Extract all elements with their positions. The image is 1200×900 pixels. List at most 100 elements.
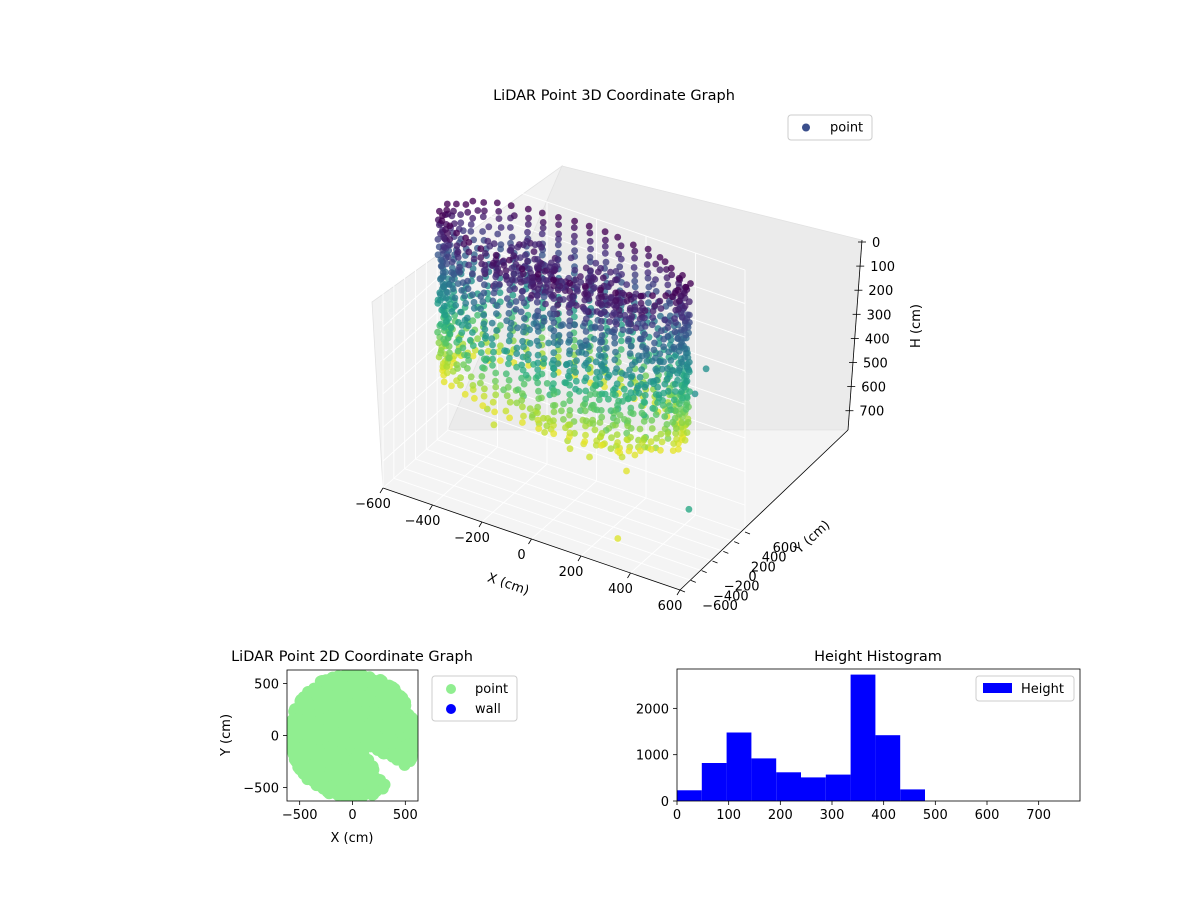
data-point (571, 217, 578, 225)
data-point (550, 305, 557, 313)
data-point (550, 364, 557, 372)
z-tick-label: 300 (867, 308, 892, 323)
data-point (641, 322, 649, 330)
chart-2d: LiDAR Point 2D Coordinate Graph −500−500… (219, 649, 518, 846)
data-point (582, 387, 590, 395)
data-point (518, 288, 526, 295)
chart-3d-z-label: H (cm) (909, 304, 924, 348)
data-point (325, 785, 338, 798)
data-point (495, 215, 503, 223)
data-point (454, 248, 462, 256)
y-tick-mark (723, 550, 729, 554)
chart-2d-title: LiDAR Point 2D Coordinate Graph (231, 649, 473, 665)
z-tick-label: 500 (863, 357, 888, 372)
data-point (639, 352, 646, 360)
data-point (649, 280, 657, 288)
data-point (627, 409, 635, 416)
data-point (506, 279, 514, 287)
data-point (589, 420, 597, 427)
data-point (550, 408, 558, 416)
data-point (489, 355, 496, 363)
data-point (566, 421, 574, 428)
data-point (627, 380, 634, 388)
data-point (467, 373, 475, 381)
data-point (437, 262, 445, 270)
data-point (517, 308, 525, 316)
data-point (535, 387, 542, 395)
data-point (441, 311, 449, 319)
data-point (481, 281, 488, 289)
data-point (575, 348, 583, 356)
data-point (471, 394, 478, 402)
data-point (496, 289, 504, 297)
data-point (366, 760, 379, 773)
data-point (672, 425, 680, 432)
data-point (518, 294, 525, 302)
data-point (581, 438, 589, 445)
data-point (525, 351, 532, 358)
data-point (658, 327, 665, 335)
data-point (461, 292, 469, 300)
data-point (526, 405, 534, 412)
data-point (627, 389, 635, 397)
data-point (581, 296, 589, 304)
data-point (691, 390, 699, 398)
data-point (567, 254, 575, 262)
histogram-bar (900, 789, 925, 801)
data-point (441, 324, 448, 331)
x-tick-label: 0 (673, 808, 681, 823)
histogram-bar (875, 735, 901, 801)
data-point (641, 331, 648, 338)
data-point (467, 228, 475, 235)
x-tick-label: 100 (716, 808, 741, 823)
data-point (550, 349, 558, 357)
data-point (586, 237, 594, 245)
data-point (669, 447, 677, 454)
data-point (590, 335, 598, 343)
data-point (400, 739, 413, 752)
data-point (570, 224, 578, 232)
data-point (570, 343, 578, 351)
data-point (623, 281, 631, 288)
data-point (566, 309, 574, 316)
y-tick-mark (744, 531, 751, 535)
data-point (594, 268, 602, 276)
data-point (648, 321, 656, 329)
data-point (682, 283, 690, 291)
data-point (449, 285, 457, 293)
data-point (670, 396, 678, 404)
data-point (525, 214, 532, 222)
data-point (627, 342, 635, 350)
chart-2d-x-label: X (cm) (331, 831, 374, 846)
data-point (636, 373, 644, 381)
data-point (482, 250, 489, 257)
z-tick-label: 100 (870, 260, 895, 275)
data-point (573, 357, 580, 365)
data-point (581, 282, 589, 290)
data-point (616, 263, 624, 271)
x-tick-label: −600 (355, 497, 391, 512)
data-point (489, 341, 496, 349)
data-point (582, 422, 589, 430)
data-point (672, 306, 680, 314)
y-tick-label: −600 (702, 599, 738, 614)
data-point (534, 366, 542, 374)
data-point (598, 390, 606, 398)
data-point (481, 385, 488, 393)
data-point (443, 369, 451, 377)
data-point (611, 334, 619, 341)
data-point (474, 311, 481, 319)
data-point (533, 337, 541, 345)
data-point (598, 367, 606, 375)
data-point (490, 421, 498, 429)
data-point (464, 208, 472, 216)
data-point (598, 362, 606, 370)
data-point (604, 301, 611, 309)
data-point (572, 276, 579, 284)
data-point (606, 318, 613, 326)
data-point (632, 324, 640, 332)
histogram-bar (677, 790, 702, 801)
y-tick-mark (690, 579, 696, 583)
data-point (598, 430, 606, 437)
data-point (677, 388, 685, 396)
